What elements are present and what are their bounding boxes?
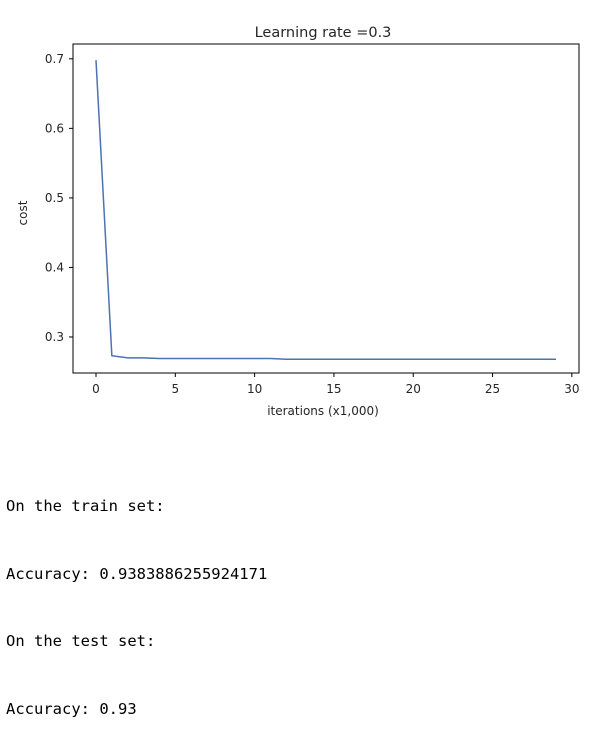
plot-frame (72, 43, 580, 374)
x-tick-label: 15 (326, 382, 341, 396)
cell-output: On the train set: Accuracy: 0.9383886255… (6, 450, 267, 743)
cost-line (95, 60, 556, 360)
output-line-test-heading: On the test set: (6, 632, 156, 650)
cost-chart: Learning rate =0.3 0 5 10 15 20 25 30 0.30.40.… (16, 25, 580, 418)
x-tick-label: 25 (485, 382, 500, 396)
plot-area (72, 43, 580, 374)
x-tick-label: 10 (247, 382, 262, 396)
y-axis: 0.3 0.4 0.5 0.6 0.7 (45, 52, 73, 344)
y-tick-label: 0.7 (45, 52, 64, 66)
output-line-test-accuracy: Accuracy: 0.93 (6, 699, 137, 718)
y-tick-label: 0.5 (45, 191, 64, 205)
y-tick-label: 0.3 (45, 330, 64, 344)
y-axis-label: cost (16, 200, 30, 225)
y-tick-label: 0.4 (45, 260, 64, 274)
x-axis-label: iterations (x1,000) (267, 404, 379, 418)
output-line-train-accuracy: Accuracy: 0.9383886255924171 (6, 564, 268, 583)
y-tick-label: 0.6 (45, 121, 64, 135)
x-tick-label: 0 (92, 382, 100, 396)
x-tick-label: 5 (171, 382, 179, 396)
x-axis: 0 5 10 15 20 25 30 (92, 373, 580, 396)
x-tick-label: 20 (406, 382, 421, 396)
x-tick-label: 30 (564, 382, 579, 396)
output-line-train-heading: On the train set: (6, 497, 165, 515)
chart-title: Learning rate =0.3 (255, 25, 392, 41)
